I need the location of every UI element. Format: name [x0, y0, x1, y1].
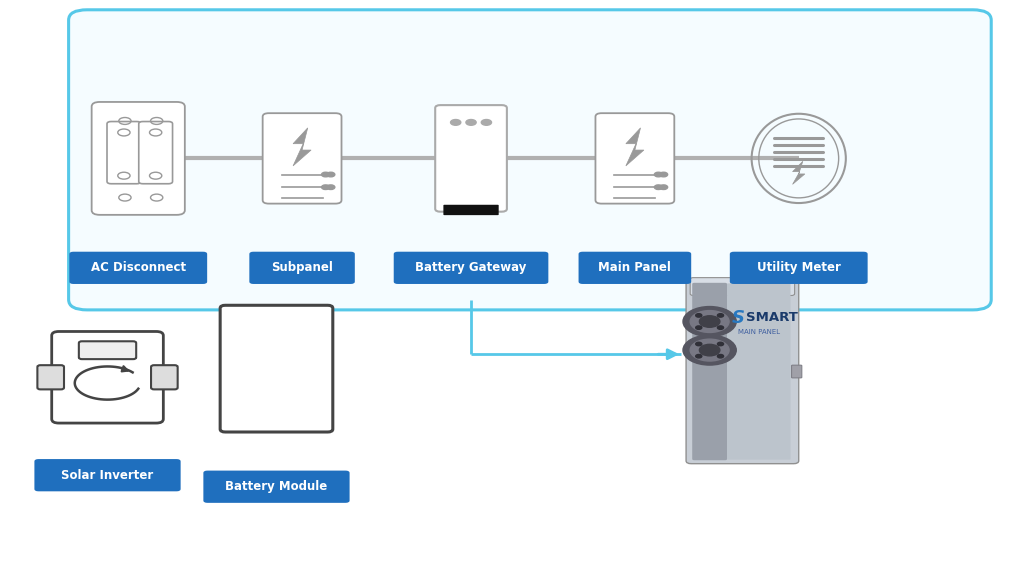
- Circle shape: [327, 185, 335, 190]
- FancyBboxPatch shape: [92, 102, 184, 215]
- FancyBboxPatch shape: [152, 365, 178, 389]
- Text: MAIN PANEL: MAIN PANEL: [738, 329, 780, 335]
- Circle shape: [695, 342, 701, 346]
- FancyBboxPatch shape: [70, 252, 207, 284]
- FancyBboxPatch shape: [579, 252, 691, 284]
- Circle shape: [718, 326, 724, 329]
- Circle shape: [659, 172, 668, 177]
- Circle shape: [695, 314, 701, 317]
- FancyBboxPatch shape: [51, 332, 164, 423]
- FancyBboxPatch shape: [204, 471, 349, 503]
- FancyBboxPatch shape: [435, 105, 507, 212]
- FancyBboxPatch shape: [262, 113, 341, 204]
- Circle shape: [695, 354, 701, 358]
- Circle shape: [481, 120, 492, 126]
- Circle shape: [699, 344, 720, 356]
- Circle shape: [683, 335, 736, 365]
- Circle shape: [654, 185, 663, 190]
- FancyBboxPatch shape: [393, 252, 549, 284]
- FancyBboxPatch shape: [220, 305, 333, 432]
- FancyBboxPatch shape: [139, 122, 172, 184]
- Text: S: S: [732, 309, 745, 327]
- Circle shape: [718, 314, 724, 317]
- Circle shape: [683, 306, 736, 336]
- FancyBboxPatch shape: [692, 283, 727, 460]
- FancyBboxPatch shape: [250, 252, 355, 284]
- Polygon shape: [626, 128, 644, 166]
- FancyBboxPatch shape: [443, 205, 499, 215]
- Text: Main Panel: Main Panel: [598, 262, 672, 274]
- Circle shape: [690, 310, 729, 332]
- Text: AC Disconnect: AC Disconnect: [91, 262, 185, 274]
- FancyBboxPatch shape: [69, 10, 991, 310]
- FancyBboxPatch shape: [727, 283, 791, 460]
- FancyBboxPatch shape: [730, 252, 867, 284]
- FancyBboxPatch shape: [690, 278, 795, 295]
- Polygon shape: [793, 161, 805, 184]
- Text: Battery Gateway: Battery Gateway: [416, 262, 526, 274]
- FancyBboxPatch shape: [79, 341, 136, 359]
- Text: Battery Module: Battery Module: [225, 480, 328, 493]
- Circle shape: [327, 172, 335, 177]
- Circle shape: [659, 185, 668, 190]
- Polygon shape: [293, 128, 311, 166]
- FancyBboxPatch shape: [792, 365, 802, 378]
- Text: Solar Inverter: Solar Inverter: [61, 469, 154, 482]
- FancyBboxPatch shape: [108, 122, 141, 184]
- Circle shape: [718, 342, 724, 346]
- Circle shape: [695, 326, 701, 329]
- Circle shape: [466, 120, 476, 126]
- FancyBboxPatch shape: [596, 113, 674, 204]
- Circle shape: [322, 172, 330, 177]
- Text: Subpanel: Subpanel: [271, 262, 333, 274]
- Circle shape: [718, 354, 724, 358]
- Circle shape: [322, 185, 330, 190]
- FancyBboxPatch shape: [35, 459, 180, 491]
- Circle shape: [654, 172, 663, 177]
- Circle shape: [699, 316, 720, 327]
- Text: SMART: SMART: [746, 312, 799, 324]
- Circle shape: [451, 120, 461, 126]
- Text: Utility Meter: Utility Meter: [757, 262, 841, 274]
- Circle shape: [690, 339, 729, 361]
- FancyBboxPatch shape: [686, 279, 799, 464]
- FancyBboxPatch shape: [37, 365, 63, 389]
